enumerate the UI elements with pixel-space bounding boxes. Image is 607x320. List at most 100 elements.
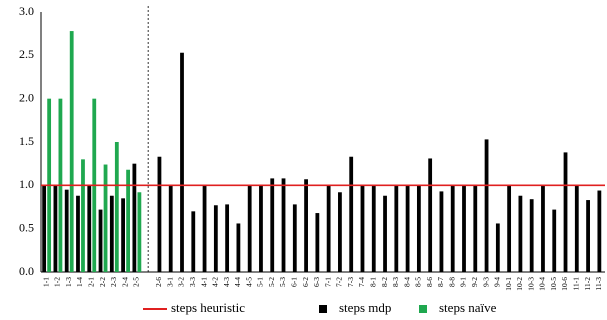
x-tick-label: 10-5 xyxy=(549,277,558,291)
bar xyxy=(157,156,162,272)
x-tick-label: 8-7 xyxy=(436,277,445,287)
y-tick-label: 1.5 xyxy=(19,134,34,148)
bar xyxy=(292,204,297,272)
bar xyxy=(574,185,579,272)
x-tick-label: 2-2 xyxy=(98,277,107,287)
x-tick-label: 4-3 xyxy=(222,277,231,287)
legend-label: steps naïve xyxy=(439,300,497,315)
x-tick-label: 7-1 xyxy=(323,277,332,287)
x-tick-label: 4-5 xyxy=(244,277,253,287)
bar xyxy=(428,158,433,272)
bar xyxy=(76,195,80,272)
bar xyxy=(69,31,74,272)
bar xyxy=(259,185,263,272)
bar xyxy=(81,159,85,272)
x-tick-label: 7-4 xyxy=(357,277,366,287)
y-tick-label: 0.0 xyxy=(19,264,34,278)
bar xyxy=(98,209,103,272)
bar xyxy=(114,142,119,272)
x-tick-label: 4-1 xyxy=(199,277,208,287)
bar xyxy=(597,190,602,272)
x-tick-label: 10-1 xyxy=(504,277,513,291)
bar xyxy=(168,185,173,272)
bar xyxy=(132,163,137,272)
x-tick-label: 8-8 xyxy=(447,277,456,287)
bar xyxy=(484,139,489,272)
bar xyxy=(42,185,47,272)
x-tick-label: 10-2 xyxy=(515,277,524,291)
bar xyxy=(121,198,125,272)
bar xyxy=(126,169,130,272)
legend-label: steps mdp xyxy=(339,300,391,315)
bar xyxy=(191,211,196,272)
bar xyxy=(360,185,365,272)
x-tick-label: 10-3 xyxy=(526,277,535,291)
bar xyxy=(87,185,92,272)
x-tick-label: 4-2 xyxy=(211,277,220,287)
bar xyxy=(270,178,275,272)
y-tick-label: 3.0 xyxy=(19,4,34,18)
bar xyxy=(552,209,557,272)
x-tick-label: 6-2 xyxy=(301,277,310,287)
x-tick-label: 5-3 xyxy=(278,277,287,287)
bar xyxy=(383,195,387,272)
bar xyxy=(518,195,523,272)
x-tick-label: 10-4 xyxy=(538,277,547,291)
x-tick-label: 2-4 xyxy=(120,277,129,287)
x-tick-label: 7-3 xyxy=(346,277,355,287)
x-tick-label: 3-3 xyxy=(188,277,197,287)
y-tick-label: 1.0 xyxy=(19,177,34,191)
x-tick-label: 3-1 xyxy=(165,277,174,287)
x-tick-label: 8-2 xyxy=(380,277,389,287)
bar xyxy=(586,200,590,272)
x-tick-label: 9-4 xyxy=(493,277,502,287)
bar xyxy=(507,185,512,272)
bar xyxy=(137,192,142,272)
bar xyxy=(529,199,534,272)
bar xyxy=(109,195,114,272)
x-tick-label: 1-4 xyxy=(75,277,84,287)
x-tick-label: 6-3 xyxy=(312,277,321,287)
x-tick-label: 10-6 xyxy=(560,277,569,291)
bar xyxy=(405,185,410,272)
bar xyxy=(394,185,399,272)
x-tick-label: 8-6 xyxy=(425,277,434,287)
bar xyxy=(563,152,568,272)
x-tick-label: 1-1 xyxy=(41,277,50,287)
bar xyxy=(541,185,545,272)
x-tick-label: 4-4 xyxy=(233,277,242,287)
x-tick-label: 11-1 xyxy=(572,277,581,291)
x-tick-label: 7-2 xyxy=(335,277,344,287)
bar xyxy=(462,185,466,272)
bar xyxy=(439,191,444,272)
x-tick-label: 5-1 xyxy=(256,277,265,287)
x-tick-label: 2-3 xyxy=(109,277,118,287)
x-tick-label: 3-2 xyxy=(177,277,186,287)
y-tick-label: 2.5 xyxy=(19,47,34,61)
bar xyxy=(416,185,421,272)
x-tick-label: 9-3 xyxy=(481,277,490,287)
bar xyxy=(495,223,500,272)
x-tick-label: 2-1 xyxy=(86,277,95,287)
x-tick-label: 9-1 xyxy=(459,277,468,287)
x-tick-label: 8-3 xyxy=(391,277,400,287)
y-tick-label: 2.0 xyxy=(19,90,34,104)
bar xyxy=(338,192,342,272)
bar xyxy=(236,223,241,272)
x-tick-label: 8-4 xyxy=(402,277,411,287)
x-tick-label: 9-2 xyxy=(470,277,479,287)
bar xyxy=(304,179,308,272)
bar xyxy=(315,213,320,272)
legend-swatch xyxy=(319,305,327,313)
x-tick-label: 2-5 xyxy=(132,277,141,287)
bar xyxy=(371,185,376,272)
y-tick-label: 0.5 xyxy=(19,220,34,234)
x-tick-label: 8-5 xyxy=(414,277,423,287)
bar xyxy=(281,178,286,272)
legend-swatch xyxy=(419,305,427,313)
bar xyxy=(103,164,108,272)
bar xyxy=(225,204,230,272)
bar xyxy=(247,185,252,272)
x-tick-label: 6-1 xyxy=(290,277,299,287)
